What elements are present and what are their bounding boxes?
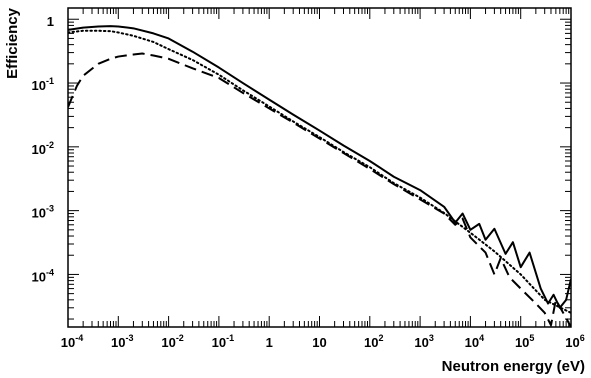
x-tick-label: 102 — [364, 333, 383, 350]
y-axis-label: Efficiency — [4, 7, 21, 79]
x-tick-label: 105 — [515, 333, 534, 350]
y-tick-label: 10-4 — [32, 267, 54, 284]
tick-labels-layer: 10-4 10-3 10-2 10-1 1 10 102 103 104 105 106 10-4 10… — [32, 14, 585, 350]
x-tick-label: 10-3 — [111, 333, 133, 350]
x-tick-label: 10-1 — [212, 333, 234, 350]
x-tick-label: 10-4 — [61, 333, 83, 350]
ticks-layer — [67, 8, 572, 327]
series-dotted-line — [68, 29, 571, 314]
x-tick-label: 103 — [414, 333, 433, 350]
x-axis-label: Neutron energy (eV) — [442, 358, 585, 375]
series-solid-line — [68, 25, 571, 309]
series-dashed-line — [68, 52, 571, 327]
y-tick-label: 10-1 — [32, 76, 54, 93]
x-tick-label: 10 — [312, 335, 326, 350]
x-tick-label: 104 — [465, 333, 484, 350]
x-tick-label: 1 — [266, 335, 273, 350]
x-tick-label: 10-2 — [161, 333, 183, 350]
x-tick-label: 106 — [565, 333, 584, 350]
y-tick-label: 10-2 — [32, 140, 54, 157]
y-tick-label: 10-3 — [32, 204, 54, 221]
series-layer — [68, 25, 571, 327]
y-tick-label: 1 — [47, 14, 54, 29]
plot-frame — [67, 7, 572, 328]
